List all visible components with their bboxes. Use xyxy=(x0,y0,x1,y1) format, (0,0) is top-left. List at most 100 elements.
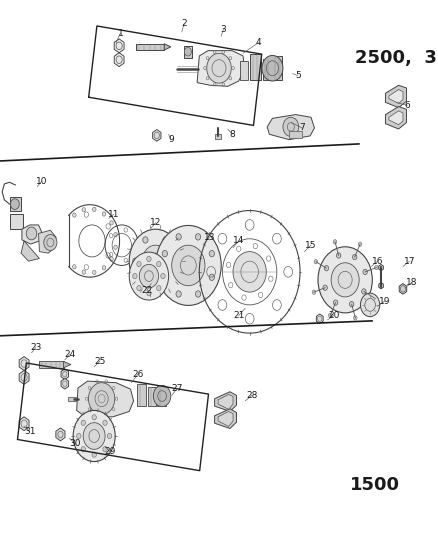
Polygon shape xyxy=(215,409,237,429)
Circle shape xyxy=(92,270,96,274)
Circle shape xyxy=(161,273,165,279)
Text: 10: 10 xyxy=(36,177,47,185)
Polygon shape xyxy=(61,369,69,379)
Circle shape xyxy=(333,300,338,305)
Polygon shape xyxy=(267,115,314,140)
Circle shape xyxy=(157,261,161,266)
Circle shape xyxy=(82,208,85,212)
Circle shape xyxy=(103,447,107,452)
Circle shape xyxy=(162,274,167,280)
Circle shape xyxy=(92,415,96,420)
Polygon shape xyxy=(114,53,124,67)
Text: 20: 20 xyxy=(328,311,339,320)
Text: 17: 17 xyxy=(404,257,415,265)
Circle shape xyxy=(92,452,96,457)
Polygon shape xyxy=(21,241,39,261)
Circle shape xyxy=(129,229,182,293)
Circle shape xyxy=(73,213,76,217)
Text: 28: 28 xyxy=(246,391,258,400)
Text: 7: 7 xyxy=(299,124,305,132)
Circle shape xyxy=(314,260,318,264)
Circle shape xyxy=(353,316,357,320)
Bar xyxy=(39,361,64,368)
Text: 25: 25 xyxy=(94,357,106,366)
Text: 24: 24 xyxy=(64,350,76,359)
Polygon shape xyxy=(215,392,237,411)
Circle shape xyxy=(373,296,376,300)
Circle shape xyxy=(77,433,81,439)
Bar xyxy=(148,387,156,406)
Circle shape xyxy=(129,252,169,300)
Text: 29: 29 xyxy=(105,448,116,456)
Polygon shape xyxy=(385,85,406,108)
Text: 5: 5 xyxy=(295,71,301,80)
Circle shape xyxy=(163,279,168,286)
Text: 18: 18 xyxy=(406,278,417,287)
Circle shape xyxy=(336,253,341,258)
Text: 19: 19 xyxy=(379,297,390,305)
Polygon shape xyxy=(389,111,403,125)
Text: 30: 30 xyxy=(70,439,81,448)
Circle shape xyxy=(358,242,362,246)
Bar xyxy=(289,131,302,138)
Circle shape xyxy=(11,199,19,209)
Circle shape xyxy=(333,240,337,244)
Text: 26: 26 xyxy=(132,370,144,378)
Text: 1: 1 xyxy=(117,29,124,37)
Polygon shape xyxy=(22,225,42,244)
Polygon shape xyxy=(56,428,65,441)
Circle shape xyxy=(133,258,138,264)
Circle shape xyxy=(155,225,221,305)
Text: 15: 15 xyxy=(305,241,317,249)
Circle shape xyxy=(195,291,201,297)
Bar xyxy=(184,46,192,58)
Circle shape xyxy=(44,235,57,251)
Circle shape xyxy=(374,265,378,270)
Polygon shape xyxy=(218,411,233,426)
Circle shape xyxy=(162,251,167,257)
Polygon shape xyxy=(399,284,407,294)
Circle shape xyxy=(81,420,85,425)
Bar xyxy=(157,386,166,406)
Circle shape xyxy=(114,245,117,249)
Text: 11: 11 xyxy=(108,210,120,219)
Circle shape xyxy=(110,257,113,261)
Circle shape xyxy=(143,237,148,243)
Bar xyxy=(10,197,21,211)
Text: 23: 23 xyxy=(30,343,42,352)
Circle shape xyxy=(81,447,85,452)
Polygon shape xyxy=(19,357,29,370)
Circle shape xyxy=(176,233,181,240)
Bar xyxy=(10,214,23,229)
Circle shape xyxy=(142,245,169,277)
Circle shape xyxy=(318,247,372,313)
Polygon shape xyxy=(164,44,171,50)
Circle shape xyxy=(328,313,332,318)
Circle shape xyxy=(92,207,96,212)
Circle shape xyxy=(173,258,178,264)
Polygon shape xyxy=(64,361,71,368)
Text: 4: 4 xyxy=(256,38,261,47)
Polygon shape xyxy=(389,90,403,103)
Text: 16: 16 xyxy=(372,257,383,265)
Circle shape xyxy=(143,279,148,286)
Circle shape xyxy=(323,285,327,290)
Circle shape xyxy=(350,302,354,307)
Text: 8: 8 xyxy=(229,130,235,139)
Circle shape xyxy=(147,290,151,296)
Circle shape xyxy=(209,251,215,257)
Bar xyxy=(136,44,164,50)
Polygon shape xyxy=(77,381,134,417)
Circle shape xyxy=(209,274,215,280)
Circle shape xyxy=(137,286,141,291)
Text: 13: 13 xyxy=(204,233,215,241)
Circle shape xyxy=(103,420,107,425)
Bar xyxy=(137,384,146,406)
Polygon shape xyxy=(19,417,29,431)
Circle shape xyxy=(233,252,266,292)
Circle shape xyxy=(107,433,112,439)
Polygon shape xyxy=(39,230,56,253)
Text: 9: 9 xyxy=(168,135,174,144)
Circle shape xyxy=(73,265,76,269)
Polygon shape xyxy=(114,39,124,53)
